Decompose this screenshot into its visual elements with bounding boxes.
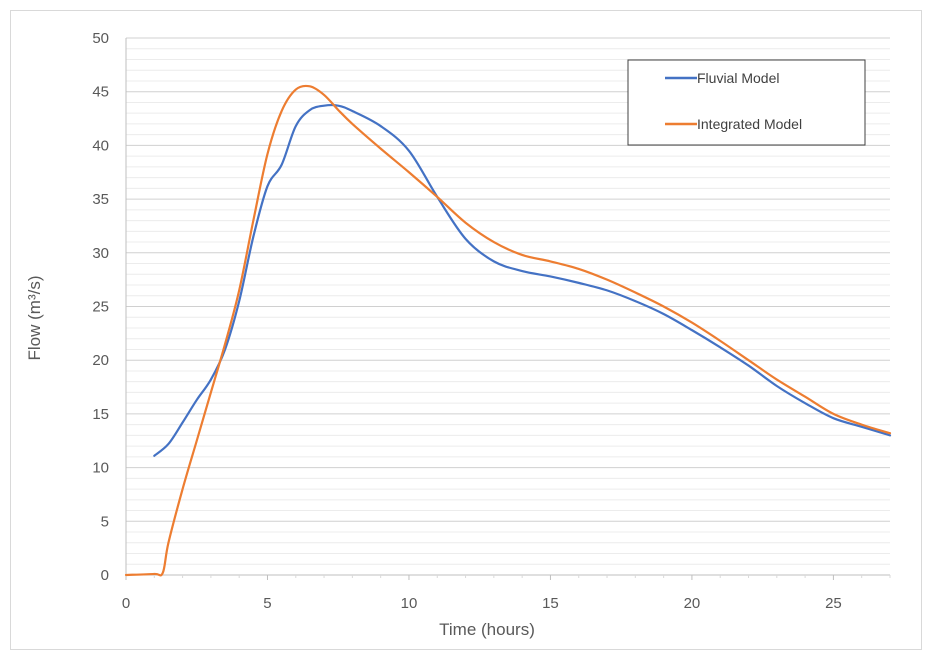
y-axis-title: Flow (m³/s) [25,276,44,361]
x-tick-label: 10 [401,595,418,612]
legend-label-fluvial: Fluvial Model [697,70,779,86]
x-tick-label: 15 [542,595,559,612]
y-tick-labels: 0 5 10 15 20 25 30 35 40 45 50 [92,30,109,584]
x-tick-labels: 0 5 10 15 20 25 [122,595,842,612]
y-tick-label: 20 [92,352,109,369]
y-tick-label: 10 [92,460,109,477]
y-tick-label: 15 [92,406,109,423]
y-tick-label: 5 [101,513,109,530]
y-tick-label: 50 [92,30,109,47]
y-tick-label: 30 [92,245,109,262]
fluvial-model-line [153,103,892,457]
series-lines [124,84,892,577]
legend-box [627,59,866,146]
integrated-model-line [124,84,892,577]
x-tick-label: 25 [825,595,842,612]
y-tick-label: 0 [101,567,109,584]
y-tick-label: 40 [92,137,109,154]
axes [125,38,891,580]
y-tick-label: 35 [92,191,109,208]
y-tick-label: 25 [92,299,109,316]
x-tick-label: 20 [684,595,701,612]
legend: Fluvial Model Integrated Model [627,59,866,146]
x-tick-label: 0 [122,595,130,612]
x-axis-title: Time (hours) [439,620,535,639]
y-tick-label: 45 [92,84,109,101]
x-tick-label: 5 [263,595,271,612]
legend-label-integrated: Integrated Model [697,116,802,132]
minor-gridlines [126,48,890,565]
